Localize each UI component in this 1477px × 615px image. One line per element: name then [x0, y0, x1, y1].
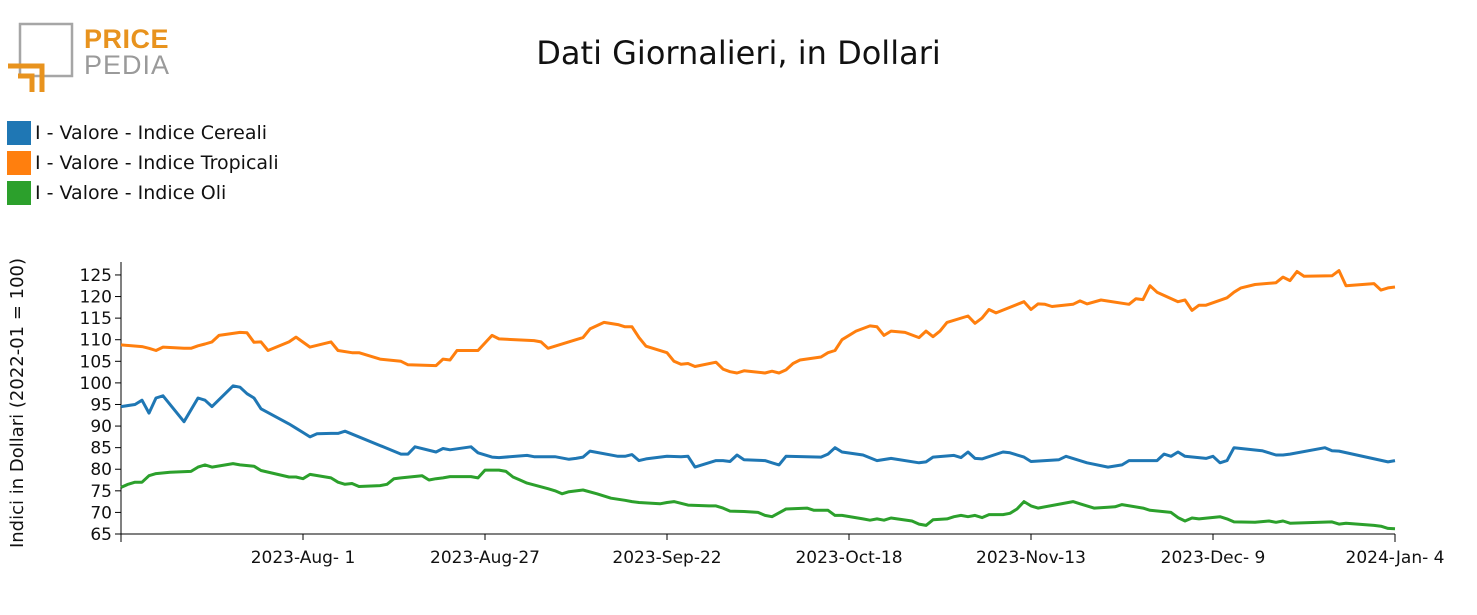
series-line-tropicali	[120, 269, 1396, 375]
legend-label-tropicali: I - Valore - Indice Tropicali	[35, 152, 279, 174]
x-tick-label: 2023-Aug-27	[430, 548, 540, 568]
y-tick-label: 95	[90, 395, 112, 415]
legend-label-oli: I - Valore - Indice Oli	[35, 182, 227, 204]
pricepedia-logo: PRICE PEDIA	[6, 20, 170, 94]
y-tick-label: 90	[90, 417, 112, 437]
logo-text-price: PRICE	[84, 24, 170, 54]
y-tick-label: 70	[90, 503, 112, 523]
series-line-oli	[120, 462, 1396, 531]
y-tick-label: 80	[90, 460, 112, 480]
x-tick-label: 2024-Jan- 4	[1346, 548, 1445, 568]
x-tick-label: 2023-Dec- 9	[1161, 548, 1266, 568]
y-axis-label: Indici in Dollari (2022-01 = 100)	[7, 258, 28, 548]
x-tick-label: 2023-Nov-13	[976, 548, 1086, 568]
legend-item-cereali[interactable]: I - Valore - Indice Cereali	[7, 118, 279, 148]
y-tick-label: 115	[80, 309, 112, 329]
y-tick-label: 105	[80, 352, 112, 372]
legend-item-tropicali[interactable]: I - Valore - Indice Tropicali	[7, 148, 279, 178]
x-tick-label: 2023-Oct-18	[795, 548, 902, 568]
legend-swatch-cereali	[7, 121, 31, 145]
y-tick-label: 120	[80, 288, 112, 308]
y-tick-label: 85	[90, 439, 112, 459]
legend-label-cereali: I - Valore - Indice Cereali	[35, 122, 268, 144]
logo-text-pedia: PEDIA	[84, 50, 171, 80]
chart-title: Dati Giornalieri, in Dollari	[536, 34, 941, 72]
y-tick-label: 65	[90, 525, 112, 545]
legend-item-oli[interactable]: I - Valore - Indice Oli	[7, 178, 279, 208]
series-line-cereali	[120, 384, 1396, 469]
legend-swatch-tropicali	[7, 151, 31, 175]
y-tick-label: 110	[80, 331, 112, 351]
y-tick-label: 125	[80, 266, 112, 286]
x-tick-label: 2023-Aug- 1	[251, 548, 356, 568]
x-tick-label: 2023-Sep-22	[612, 548, 721, 568]
chart-legend: I - Valore - Indice Cereali I - Valore -…	[7, 118, 279, 208]
legend-swatch-oli	[7, 181, 31, 205]
y-tick-label: 100	[80, 374, 112, 394]
logo-mark-icon	[8, 22, 74, 92]
y-tick-label: 75	[90, 482, 112, 502]
